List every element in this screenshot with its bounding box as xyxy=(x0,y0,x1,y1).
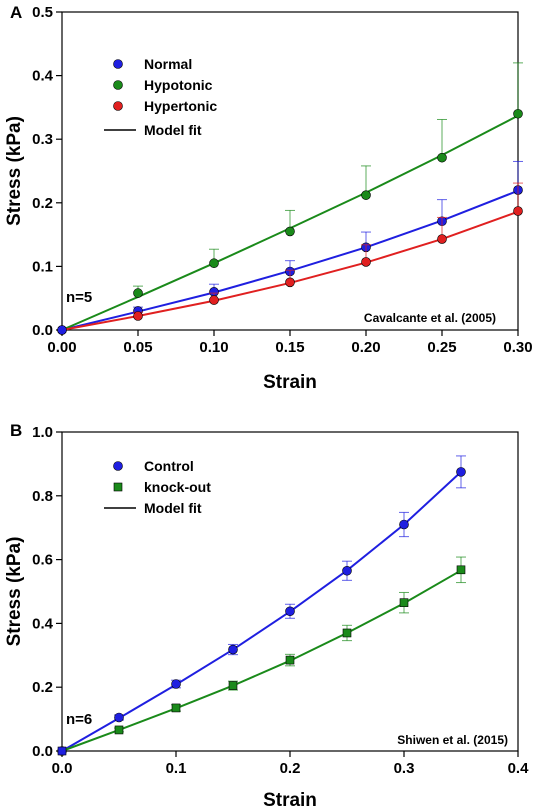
panel-a-legend: Normal Hypotonic Hypertonic Model fit xyxy=(104,56,217,138)
panel-b-series-control-point xyxy=(171,679,181,689)
panel-a-x-tick-label: 0.05 xyxy=(123,339,152,356)
panel-b-series-knock-out-point xyxy=(399,598,409,607)
panel-a-series-hypotonic-point xyxy=(209,258,219,269)
panel-a-series-hypertonic xyxy=(57,182,523,335)
panel-b-y-tick-label: 0.4 xyxy=(32,615,54,632)
panel-a-legend-fit-label: Model fit xyxy=(144,122,202,138)
panel-a-x-axis-title: Strain xyxy=(263,372,317,393)
panel-a-legend-label: Hypotonic xyxy=(144,77,213,93)
panel-a-x-tick-label: 0.00 xyxy=(47,339,76,356)
panel-b-y-axis-title: Stress (kPa) xyxy=(4,537,25,647)
panel-a-series-hypotonic xyxy=(57,62,523,335)
panel-a-legend-marker xyxy=(113,80,123,90)
panel-a-series-hypertonic-point xyxy=(285,277,295,288)
panel-a-series-hypertonic-point xyxy=(513,206,523,216)
panel-b-plot-frame xyxy=(61,431,519,752)
panel-a-series-hypertonic-point xyxy=(57,325,67,335)
panel-b-series-knock-out xyxy=(57,556,466,756)
panel-a-y-tick-label: 0.0 xyxy=(32,322,53,339)
panel-a-y-tick-label: 0.3 xyxy=(32,131,53,148)
panel-a-citation: Cavalcante et al. (2005) xyxy=(364,311,496,325)
panel-a-x-tick-label: 0.15 xyxy=(275,339,304,356)
panel-b: B 0.0 0.1 0.2 0.3 0.4 0.0 0.2 0.4 0.6 0.8 1.0 Strain… xyxy=(4,421,529,810)
panel-b-legend-marker xyxy=(113,482,123,492)
panel-b-y-tick-label: 0.8 xyxy=(32,488,53,505)
panel-a-series-hypotonic-point xyxy=(361,190,371,200)
panel-b-x-tick-label: 0.1 xyxy=(166,760,187,777)
panel-b-sample-size: n=6 xyxy=(66,711,92,728)
panel-a-series-hypotonic-point xyxy=(133,288,143,298)
panel-a-y-tick-label: 0.4 xyxy=(32,68,54,85)
panel-a-y-tick-label: 0.1 xyxy=(32,258,53,275)
panel-a-legend-label: Normal xyxy=(144,56,192,72)
panel-b-x-tick-label: 0.4 xyxy=(508,760,530,777)
panel-b-series-control-point xyxy=(399,519,409,530)
panel-b-legend: Control knock-out Model fit xyxy=(104,458,211,516)
panel-b-citation: Shiwen et al. (2015) xyxy=(397,733,508,747)
panel-b-x-axis-title: Strain xyxy=(263,790,317,810)
panel-a-series-hypertonic-point xyxy=(361,257,371,267)
panel-b-series-knock-out-point xyxy=(171,703,181,713)
panel-b-series-knock-out-point xyxy=(342,628,352,638)
panel-b-legend-label: knock-out xyxy=(144,479,211,495)
panel-b-series-knock-out-point xyxy=(114,725,124,735)
panel-b-series-knock-out-fit-line xyxy=(61,569,462,752)
panel-a-series-hypotonic-point xyxy=(437,152,447,163)
panel-b-y-tick-label: 1.0 xyxy=(32,424,53,441)
panel-b-series-control-fit-line xyxy=(61,471,462,752)
panel-a-legend-marker xyxy=(113,101,123,111)
panel-b-series-control-point xyxy=(456,467,466,477)
panel-b-y-tick-label: 0.6 xyxy=(32,552,53,569)
panel-b-series-knock-out-point xyxy=(456,565,466,575)
panel-a-series-hypotonic-point xyxy=(513,108,523,119)
panel-a-x-tick-label: 0.10 xyxy=(199,339,228,356)
panel-a-series-hypertonic-point xyxy=(437,234,447,244)
panel-b-x-tick-label: 0.2 xyxy=(280,760,301,777)
panel-a-y-axis-title: Stress (kPa) xyxy=(4,116,25,226)
panel-a-sample-size: n=5 xyxy=(66,289,92,306)
panel-a-series-hypertonic-point xyxy=(133,311,143,321)
panel-a-series-normal xyxy=(57,160,523,335)
panel-a-series-hypertonic-point xyxy=(209,295,219,305)
panel-a-x-tick-label: 0.20 xyxy=(351,339,380,356)
panel-a-x-tick-label: 0.25 xyxy=(427,339,456,356)
panel-a: A 0.00 0.05 0.10 0.15 0.20 0.25 0.30 0.0 0.1 0.2 0.… xyxy=(4,3,533,393)
panel-b-series-control-point xyxy=(285,606,295,617)
panel-a-label: A xyxy=(10,3,22,22)
panel-b-legend-marker xyxy=(113,461,123,471)
panel-b-legend-fit-label: Model fit xyxy=(144,500,202,516)
panel-b-y-tick-label: 0.2 xyxy=(32,679,53,696)
panel-b-legend-label: Control xyxy=(144,458,194,474)
panel-b-y-tick-label: 0.0 xyxy=(32,743,53,760)
panel-b-series-knock-out-point xyxy=(57,746,67,756)
panel-b-x-tick-label: 0.0 xyxy=(52,760,73,777)
panel-a-y-tick-label: 0.2 xyxy=(32,195,53,212)
panel-a-series-hypotonic-point xyxy=(285,226,295,237)
panel-b-series-control-point xyxy=(342,565,352,576)
panel-a-x-tick-label: 0.30 xyxy=(503,339,532,356)
panel-b-x-tick-label: 0.3 xyxy=(394,760,415,777)
panel-a-y-tick-label: 0.5 xyxy=(32,4,53,21)
panel-b-label: B xyxy=(10,421,22,440)
panel-a-legend-label: Hypertonic xyxy=(144,98,217,114)
panel-b-series-knock-out-point xyxy=(285,655,295,665)
panel-b-series-control-point xyxy=(114,712,124,723)
panel-b-series-knock-out-point xyxy=(228,681,238,690)
panel-b-series-control-point xyxy=(228,644,238,655)
panel-a-legend-marker xyxy=(113,59,123,69)
